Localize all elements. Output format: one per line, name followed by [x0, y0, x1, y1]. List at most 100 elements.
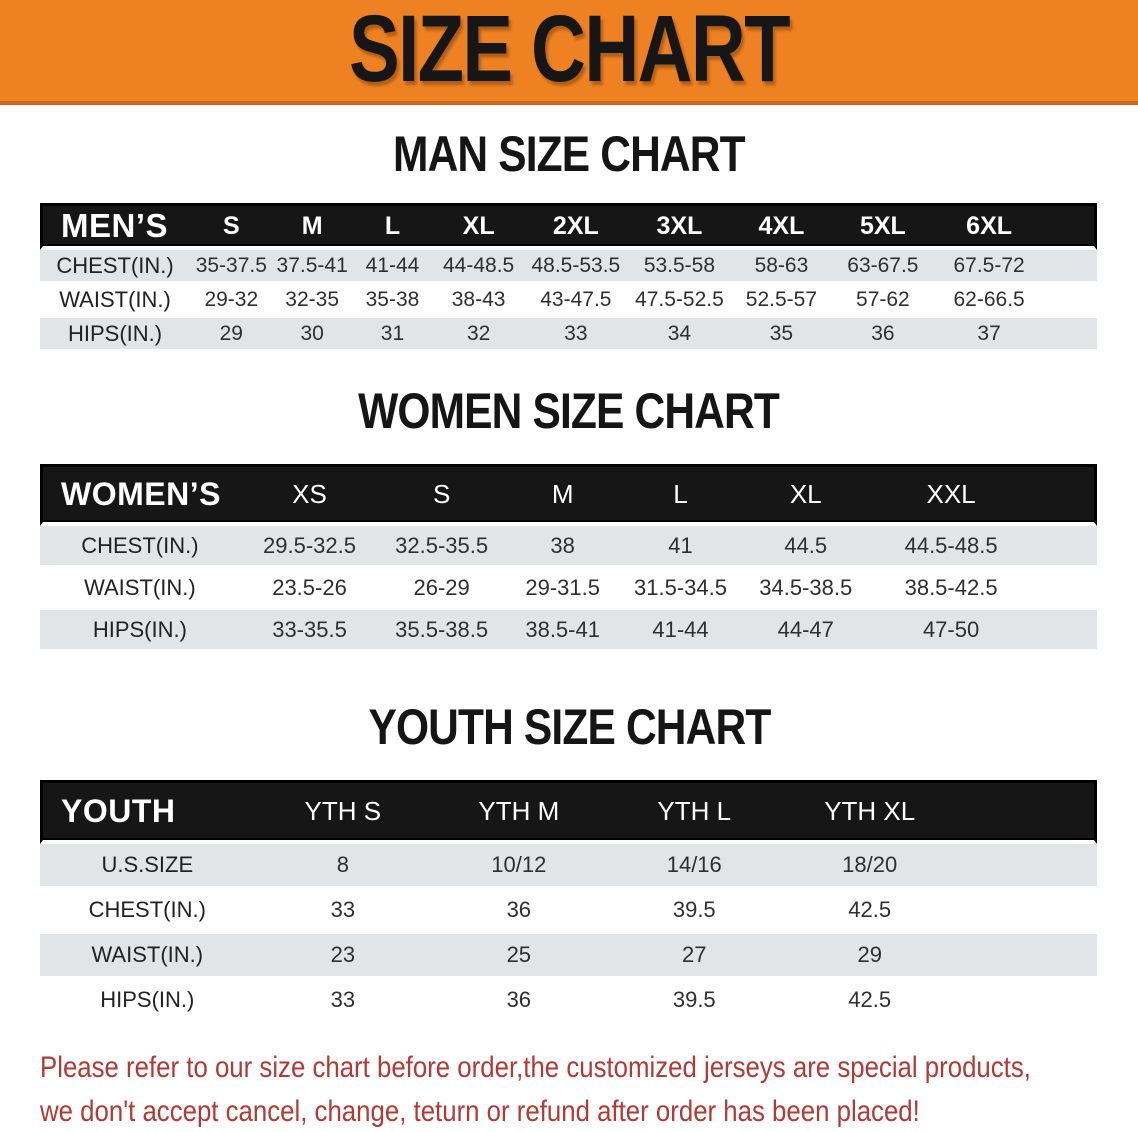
women-hips-value: 41-44	[621, 610, 740, 652]
women-chest-row: CHEST(IN.) 29.5-32.5 32.5-35.5 38 41 44.…	[40, 526, 1097, 568]
youth-row-filler	[957, 844, 1097, 889]
youth-section-heading: YOUTH SIZE CHART	[0, 698, 1138, 756]
banner-title: SIZE CHART	[349, 0, 791, 102]
youth-chest-value: 33	[254, 889, 432, 934]
youth-row-filler	[957, 934, 1097, 979]
youth-size-col-xl: YTH XL	[781, 780, 958, 844]
women-size-col-s: S	[379, 464, 504, 526]
youth-waist-value: 29	[781, 934, 958, 979]
men-hips-value: 33	[524, 318, 628, 352]
men-chest-value: 48.5-53.5	[524, 250, 628, 284]
disclaimer-line-2: we don't accept cancel, change, teturn o…	[40, 1095, 920, 1128]
men-row-filler	[1044, 284, 1097, 318]
women-waist-row: WAIST(IN.) 23.5-26 26-29 29-31.5 31.5-34…	[40, 568, 1097, 610]
women-hips-value: 47-50	[871, 610, 1031, 652]
women-hips-value: 38.5-41	[504, 610, 622, 652]
youth-chest-value: 36	[431, 889, 607, 934]
men-header-row: MEN’S S M L XL 2XL 3XL 4XL 5XL 6XL	[40, 203, 1097, 250]
men-size-col-5xl: 5XL	[831, 203, 935, 250]
men-size-col-4xl: 4XL	[731, 203, 832, 250]
women-size-col-xxl: XXL	[871, 464, 1031, 526]
men-waist-value: 43-47.5	[524, 284, 628, 318]
women-hips-value: 33-35.5	[239, 610, 380, 652]
youth-size-col-m: YTH M	[431, 780, 607, 844]
youth-chest-label: CHEST(IN.)	[40, 889, 255, 934]
women-size-col-xl: XL	[739, 464, 872, 526]
women-chest-value: 44.5	[739, 526, 872, 568]
youth-header-row: YOUTH YTH S YTH M YTH L YTH XL	[40, 780, 1097, 844]
men-hips-value: 31	[351, 318, 434, 352]
men-hips-value: 29	[190, 318, 273, 352]
youth-ussize-value: 18/20	[781, 844, 958, 889]
men-chest-value: 44-48.5	[433, 250, 525, 284]
women-chest-value: 38	[504, 526, 622, 568]
men-size-col-2xl: 2XL	[524, 203, 628, 250]
size-chart-banner: SIZE CHART	[0, 0, 1138, 105]
youth-size-table: YOUTH YTH S YTH M YTH L YTH XL U.S.SIZE …	[40, 780, 1097, 1024]
youth-hips-value: 42.5	[781, 979, 958, 1024]
men-row-filler	[1044, 318, 1097, 352]
men-hips-value: 37	[934, 318, 1045, 352]
youth-ussize-value: 8	[254, 844, 432, 889]
youth-hips-value: 33	[254, 979, 432, 1024]
men-waist-row: WAIST(IN.) 29-32 32-35 35-38 38-43 43-47…	[40, 284, 1097, 318]
men-hips-row: HIPS(IN.) 29 30 31 32 33 34 35 36 37	[40, 318, 1097, 352]
youth-ussize-value: 10/12	[431, 844, 607, 889]
men-chest-label: CHEST(IN.)	[40, 250, 191, 284]
women-header-filler	[1030, 464, 1097, 526]
youth-heading-text: YOUTH SIZE CHART	[368, 699, 771, 755]
men-chest-row: CHEST(IN.) 35-37.5 37.5-41 41-44 44-48.5…	[40, 250, 1097, 284]
youth-ussize-value: 14/16	[606, 844, 782, 889]
men-waist-label: WAIST(IN.)	[40, 284, 191, 318]
women-section-heading: WOMEN SIZE CHART	[0, 382, 1138, 440]
men-waist-value: 32-35	[272, 284, 352, 318]
youth-waist-row: WAIST(IN.) 23 25 27 29	[40, 934, 1097, 979]
youth-chest-row: CHEST(IN.) 33 36 39.5 42.5	[40, 889, 1097, 934]
youth-header-filler	[957, 780, 1097, 844]
women-size-col-xs: XS	[239, 464, 380, 526]
men-group-label: MEN’S	[40, 203, 191, 250]
youth-size-col-s: YTH S	[254, 780, 432, 844]
women-chest-value: 32.5-35.5	[379, 526, 504, 568]
men-size-table: MEN’S S M L XL 2XL 3XL 4XL 5XL 6XL CHEST…	[40, 203, 1097, 352]
women-hips-label: HIPS(IN.)	[40, 610, 240, 652]
youth-hips-label: HIPS(IN.)	[40, 979, 255, 1024]
youth-ussize-row: U.S.SIZE 8 10/12 14/16 18/20	[40, 844, 1097, 889]
women-hips-value: 44-47	[739, 610, 872, 652]
men-waist-value: 62-66.5	[934, 284, 1045, 318]
men-hips-value: 35	[731, 318, 832, 352]
men-waist-value: 52.5-57	[731, 284, 832, 318]
women-chest-value: 41	[621, 526, 740, 568]
women-waist-value: 34.5-38.5	[739, 568, 872, 610]
women-hips-row: HIPS(IN.) 33-35.5 35.5-38.5 38.5-41 41-4…	[40, 610, 1097, 652]
men-chest-value: 35-37.5	[190, 250, 273, 284]
youth-ussize-label: U.S.SIZE	[40, 844, 255, 889]
men-size-col-3xl: 3XL	[627, 203, 732, 250]
men-waist-value: 47.5-52.5	[627, 284, 732, 318]
men-hips-label: HIPS(IN.)	[40, 318, 191, 352]
women-size-table: WOMEN’S XS S M L XL XXL CHEST(IN.) 29.5-…	[40, 464, 1097, 652]
youth-hips-row: HIPS(IN.) 33 36 39.5 42.5	[40, 979, 1097, 1024]
women-header-row: WOMEN’S XS S M L XL XXL	[40, 464, 1097, 526]
men-waist-value: 29-32	[190, 284, 273, 318]
women-row-filler	[1030, 610, 1097, 652]
women-chest-value: 44.5-48.5	[871, 526, 1031, 568]
disclaimer-note: Please refer to our size chart before or…	[40, 1046, 1138, 1132]
youth-chest-value: 42.5	[781, 889, 958, 934]
man-section-heading: MAN SIZE CHART	[0, 125, 1138, 183]
men-chest-value: 63-67.5	[831, 250, 935, 284]
men-hips-value: 34	[627, 318, 732, 352]
women-size-col-m: M	[504, 464, 622, 526]
men-waist-value: 38-43	[433, 284, 525, 318]
youth-group-label: YOUTH	[40, 780, 255, 844]
women-waist-value: 38.5-42.5	[871, 568, 1031, 610]
youth-size-col-l: YTH L	[606, 780, 782, 844]
youth-chest-value: 39.5	[606, 889, 782, 934]
youth-hips-value: 36	[431, 979, 607, 1024]
men-waist-value: 57-62	[831, 284, 935, 318]
men-chest-value: 58-63	[731, 250, 832, 284]
youth-waist-value: 23	[254, 934, 432, 979]
men-chest-value: 37.5-41	[272, 250, 352, 284]
men-size-col-m: M	[272, 203, 352, 250]
men-hips-value: 36	[831, 318, 935, 352]
